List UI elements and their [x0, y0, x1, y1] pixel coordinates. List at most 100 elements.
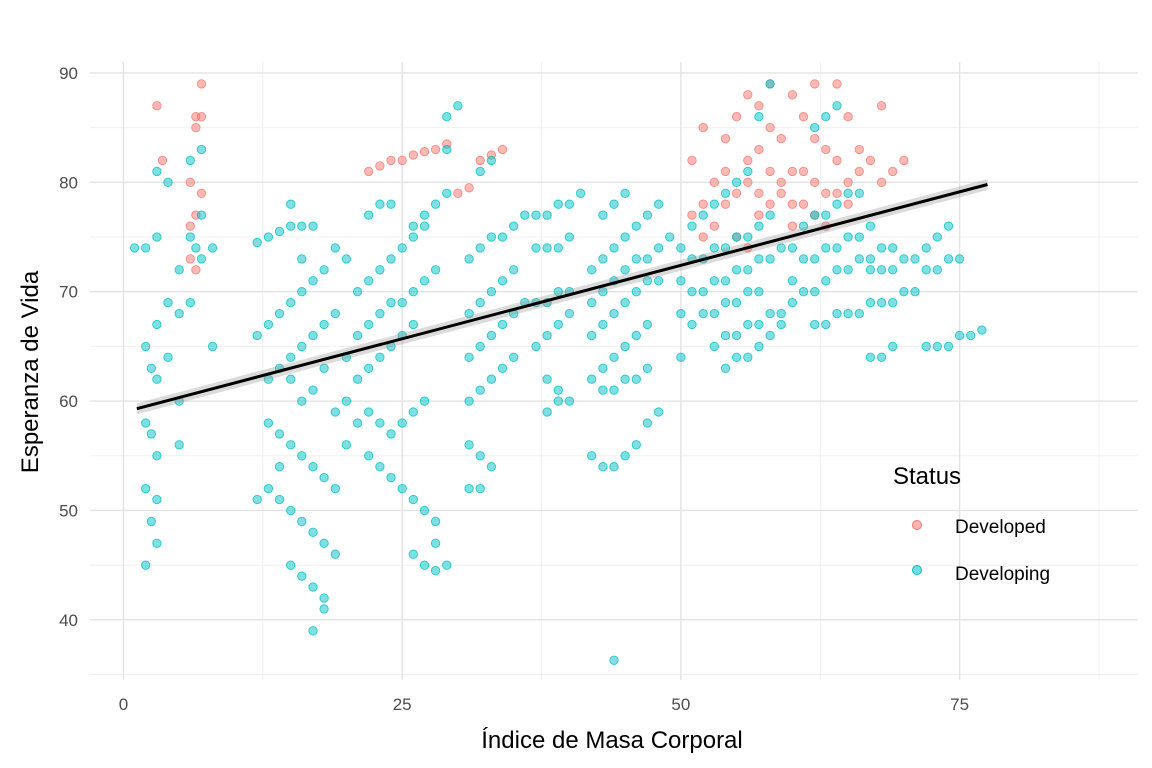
point-developing [731, 352, 742, 362]
point-developing [174, 440, 184, 450]
point-developed [854, 144, 864, 155]
point-developing [375, 199, 385, 209]
point-developing [509, 352, 519, 362]
point-developing [876, 297, 887, 308]
point-developing [364, 210, 374, 220]
point-developing [341, 396, 352, 406]
trend-line-group [136, 179, 988, 415]
point-developing [609, 308, 619, 319]
point-developing [631, 440, 641, 450]
point-developed [843, 177, 853, 187]
point-developing [386, 429, 396, 439]
point-developing [787, 297, 798, 308]
point-developing [620, 374, 630, 384]
point-developing [408, 287, 418, 297]
point-developing [263, 418, 274, 428]
point-developing [475, 297, 485, 308]
legend-entry-developed: Developed [912, 517, 1046, 538]
point-developing [263, 483, 274, 494]
point-developing [899, 287, 909, 297]
point-developing [598, 254, 608, 264]
point-developing [191, 243, 201, 253]
point-developed [776, 133, 786, 144]
point-developed [720, 133, 731, 144]
point-developing [598, 319, 608, 330]
point-developing [620, 232, 630, 242]
point-developing [631, 287, 641, 297]
point-developing [743, 232, 753, 242]
point-developing [776, 308, 786, 319]
point-developing [564, 232, 575, 242]
point-developing [609, 243, 619, 253]
point-developing [330, 549, 340, 559]
point-developing [653, 407, 664, 417]
y-tick-label: 90 [59, 64, 78, 83]
point-developing [375, 418, 385, 428]
point-developing [442, 188, 452, 198]
point-developing [497, 319, 508, 330]
point-developing [642, 363, 653, 373]
point-developing [564, 308, 575, 319]
point-developing [754, 254, 764, 264]
point-developing [129, 243, 140, 253]
point-developed [196, 112, 207, 122]
point-developing [464, 308, 474, 319]
point-developing [486, 374, 497, 384]
point-developed [419, 147, 430, 157]
point-developing [352, 418, 363, 428]
point-developing [319, 538, 329, 548]
y-tick-labels: 40 50 60 70 80 90 [59, 64, 78, 630]
point-developing [720, 330, 731, 341]
point-developed [397, 155, 407, 166]
point-developing [442, 144, 452, 155]
point-developing [430, 565, 441, 576]
point-developing [419, 221, 430, 231]
point-developing [297, 341, 307, 352]
point-developing [587, 451, 597, 461]
point-developing [341, 254, 352, 264]
point-developing [252, 494, 262, 505]
point-developing [865, 297, 876, 308]
point-developing [509, 265, 519, 275]
point-developing [419, 560, 430, 570]
point-developing [698, 210, 708, 220]
point-developing [542, 210, 552, 220]
point-developing [308, 221, 318, 231]
point-developing [486, 232, 497, 242]
point-developing [442, 560, 452, 570]
point-developed [196, 79, 207, 89]
point-developing [475, 483, 485, 494]
point-developing [397, 243, 407, 253]
point-developing [542, 243, 552, 253]
point-developing [196, 210, 207, 220]
point-developing [174, 265, 184, 275]
point-developing [810, 319, 820, 330]
point-developed [464, 183, 474, 193]
point-developing [308, 276, 318, 286]
x-tick-label: 25 [393, 695, 412, 714]
point-developing [352, 374, 363, 384]
point-developing [743, 265, 753, 275]
point-developing [821, 210, 831, 220]
point-developing [798, 221, 809, 231]
point-developing [297, 451, 307, 461]
point-developing [676, 308, 686, 319]
point-developing [832, 308, 842, 319]
point-developing [542, 407, 552, 417]
point-developed [375, 161, 385, 171]
point-developing [731, 265, 742, 275]
point-developing [598, 385, 608, 395]
point-developing [375, 462, 385, 472]
point-developed [787, 166, 798, 177]
y-tick-label: 50 [59, 501, 78, 520]
point-developing [497, 232, 508, 242]
point-developing [274, 226, 285, 237]
point-developing [430, 516, 441, 527]
point-developed [765, 166, 775, 177]
point-developing [319, 319, 329, 330]
point-developing [475, 341, 485, 352]
legend-label-developed: Developed [955, 517, 1046, 538]
point-developing [497, 363, 508, 373]
point-developing [274, 462, 285, 472]
point-developing [765, 330, 775, 341]
